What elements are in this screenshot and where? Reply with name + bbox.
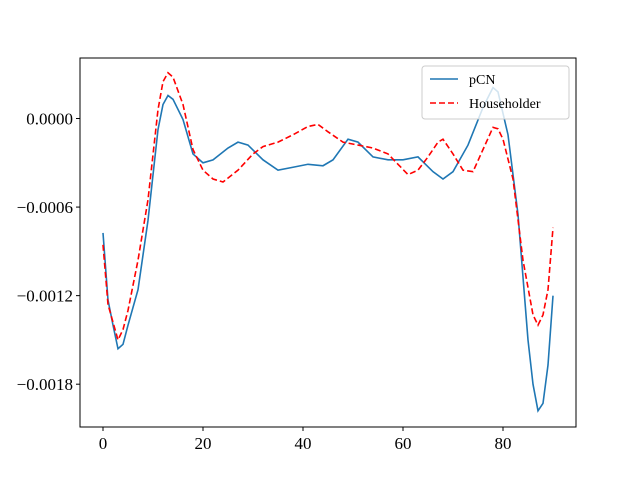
legend-label: Householder bbox=[469, 97, 541, 112]
line-series bbox=[102, 71, 554, 343]
axes-frame bbox=[79, 57, 577, 428]
x-tick-label: 40 bbox=[295, 434, 312, 453]
y-tick-label: −0.0006 bbox=[17, 198, 73, 217]
legend-label: pCN bbox=[469, 73, 495, 88]
x-tick-label: 60 bbox=[395, 434, 412, 453]
y-tick-label: 0.0000 bbox=[26, 110, 73, 129]
x-tick-label: 20 bbox=[195, 434, 212, 453]
x-tick-label: 0 bbox=[99, 434, 108, 453]
y-tick-label: −0.0012 bbox=[17, 287, 73, 306]
x-tick-label: 80 bbox=[495, 434, 512, 453]
line-series bbox=[102, 86, 554, 413]
y-tick-label: −0.0018 bbox=[17, 375, 73, 394]
legend-box bbox=[421, 65, 570, 120]
